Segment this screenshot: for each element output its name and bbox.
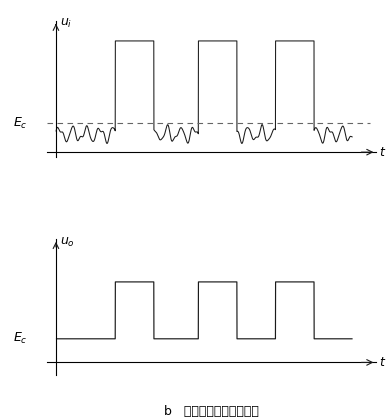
Text: $E_c$: $E_c$ xyxy=(13,116,27,131)
Text: $E_c$: $E_c$ xyxy=(13,331,27,347)
Text: $u_o$: $u_o$ xyxy=(60,236,75,249)
Text: $t$: $t$ xyxy=(379,146,387,158)
Text: b   經下限幅后的輸出信號: b 經下限幅后的輸出信號 xyxy=(164,405,259,417)
Text: a   未限幅前的輸入信號: a 未限幅前的輸入信號 xyxy=(168,300,255,313)
Text: $t$: $t$ xyxy=(379,356,387,369)
Text: $u_i$: $u_i$ xyxy=(60,16,73,30)
